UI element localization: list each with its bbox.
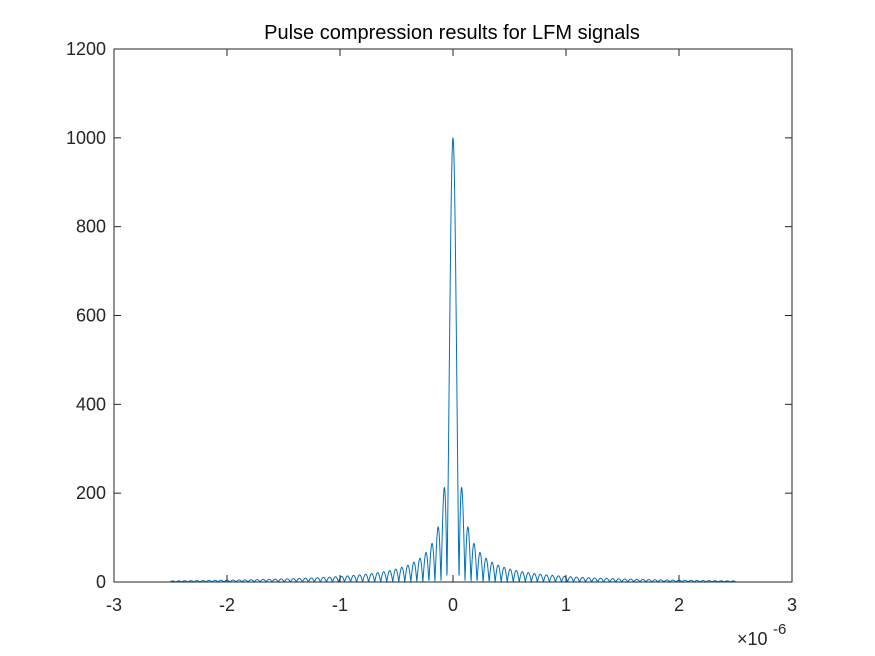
x-tick-label: -2 [219, 595, 235, 615]
y-tick-label: 1000 [66, 128, 106, 148]
plot-area [113, 48, 793, 583]
y-tick-label: 1200 [66, 39, 106, 59]
x-tick-label: 1 [561, 595, 571, 615]
x-tick-label: 2 [674, 595, 684, 615]
series-line [170, 137, 736, 583]
y-tick-label: 200 [76, 483, 106, 503]
x-exponent-base: ×10 [737, 629, 768, 649]
x-axis: -3 -2 -1 0 1 2 3 [106, 49, 797, 615]
x-axis-exponent: ×10 -6 [737, 621, 786, 649]
y-tick-label: 400 [76, 394, 106, 414]
x-tick-label: 3 [787, 595, 797, 615]
y-tick-label: 0 [96, 572, 106, 592]
chart-title: Pulse compression results for LFM signal… [264, 22, 640, 44]
y-axis: 0 200 400 600 800 1000 1200 [66, 39, 792, 592]
x-tick-label: 0 [448, 595, 458, 615]
x-exponent-power: -6 [773, 621, 786, 638]
x-tick-label: -3 [106, 595, 122, 615]
y-tick-label: 800 [76, 217, 106, 237]
plot-background [114, 49, 792, 582]
x-tick-label: -1 [332, 595, 348, 615]
y-tick-label: 600 [76, 306, 106, 326]
